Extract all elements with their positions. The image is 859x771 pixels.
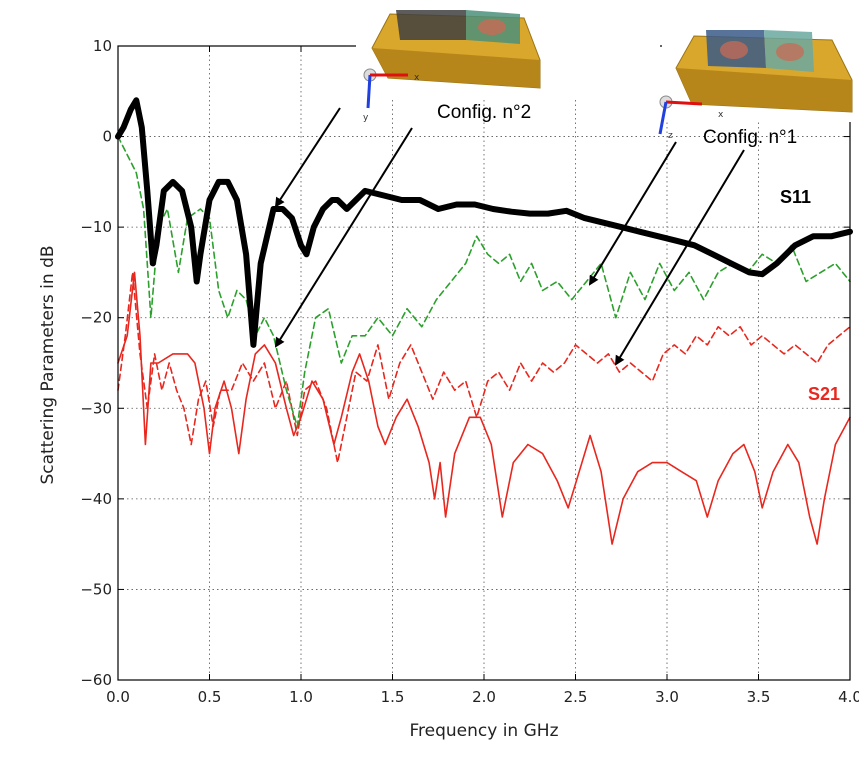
s11-label: S11 [780, 187, 811, 207]
x-tick-label: 0.0 [106, 688, 130, 706]
y-tick-label: −30 [80, 399, 112, 417]
config-2-model-image: x y [356, 0, 660, 123]
arrow-config1-green [588, 141, 677, 286]
x-tick-label: 4.0 [838, 688, 859, 706]
arrow-config2-s21 [274, 127, 413, 348]
y-tick-label: −50 [80, 580, 112, 598]
x-tick-label: 3.0 [655, 688, 679, 706]
config-2-label: Config. n°2 [437, 102, 531, 123]
red-config1-dashed-line [117, 271, 851, 464]
arrow-config1-red [614, 149, 745, 366]
x-tick-label: 0.5 [198, 688, 222, 706]
x-tick-label: 2.5 [564, 688, 588, 706]
tick-labels: 0.0 0.5 1.0 1.5 2.0 2.5 3.0 3.5 4.0 10 0 −10 −20 −30 −… [80, 37, 859, 706]
series-layer [115, 97, 853, 545]
config-1-model-image: x z [658, 0, 859, 141]
s21-config2-line [117, 271, 851, 545]
x-axis-label: Frequency in GHz [409, 721, 558, 741]
svg-text:y: y [363, 113, 369, 123]
svg-text:x: x [414, 73, 420, 83]
s21-label: S21 [808, 384, 840, 404]
y-tick-label: −20 [80, 309, 112, 327]
y-axis-label: Scattering Parameters in dB [38, 245, 58, 484]
y-tick-label: 10 [93, 37, 112, 55]
s11-config2-line [115, 97, 853, 348]
svg-text:z: z [668, 131, 673, 141]
x-tick-label: 3.5 [747, 688, 771, 706]
svg-text:x: x [718, 110, 724, 120]
arrow-config2-s11 [274, 107, 341, 208]
y-tick-label: −60 [80, 671, 112, 689]
y-tick-label: 0 [102, 128, 112, 146]
config-1-label: Config. n°1 [703, 127, 797, 148]
x-tick-label: 1.0 [289, 688, 313, 706]
tick-marks [117, 45, 851, 681]
y-tick-label: −40 [80, 490, 112, 508]
x-tick-label: 1.5 [381, 688, 405, 706]
y-tick-label: −10 [80, 218, 112, 236]
x-tick-label: 2.0 [472, 688, 496, 706]
